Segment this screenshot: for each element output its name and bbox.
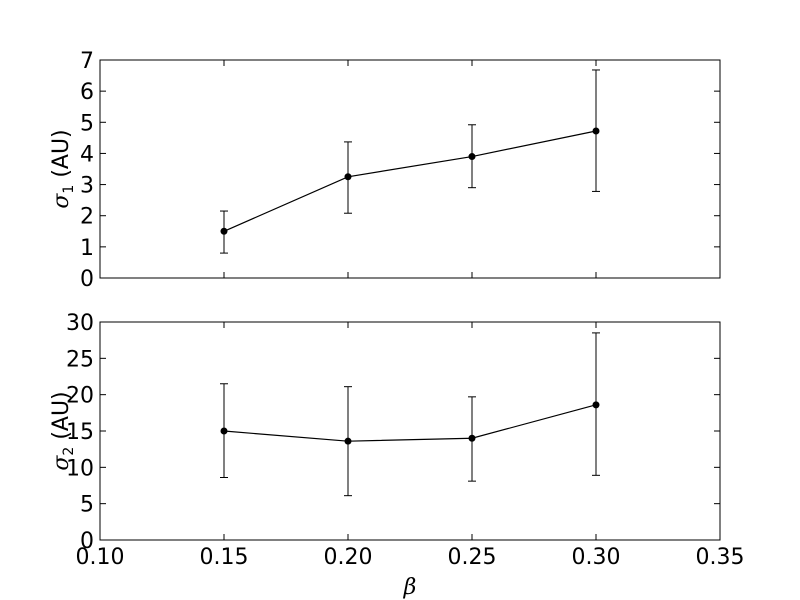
y-tick-label: 7 [80, 49, 94, 74]
y-tick-label: 0 [80, 529, 94, 554]
x-tick-label: 0.10 [76, 545, 125, 570]
y-tick-label: 6 [80, 80, 94, 105]
y-tick-label: 1 [80, 236, 94, 261]
data-point [468, 434, 476, 442]
y-tick-label: 10 [66, 456, 94, 481]
y-tick-label: 0 [80, 267, 94, 292]
series-line [223, 130, 597, 232]
chart-panel-1: 0 1 2 3 4 5 6 7 σ1 (AU) [49, 49, 721, 292]
data-point [592, 127, 600, 135]
x-tick-label: 0.30 [572, 545, 621, 570]
data-point [344, 437, 352, 445]
series-line [223, 404, 597, 442]
data-point [220, 227, 228, 235]
data-point [344, 173, 352, 181]
chart-panel-2: 0.10 0.15 0.20 0.25 0.30 0.35 0 5 10 15 20 25 30 σ2 (… [49, 311, 744, 600]
x-axis-label: β [403, 575, 417, 600]
y-tick-label: 20 [66, 384, 94, 409]
y-tick-label: 5 [80, 493, 94, 518]
data-point [468, 153, 476, 161]
x-tick-label: 0.25 [448, 545, 497, 570]
y-tick-label: 3 [80, 174, 94, 199]
x-tick-label: 0.35 [696, 545, 745, 570]
y-tick-label: 25 [66, 347, 94, 372]
y-tick-label: 2 [80, 205, 94, 230]
y-tick-label: 4 [80, 142, 94, 167]
y-axis-label: σ1 (AU) [49, 129, 77, 208]
y-tick-label: 15 [66, 420, 94, 445]
data-point [220, 427, 228, 435]
x-tick-label: 0.15 [200, 545, 249, 570]
y-axis-label: σ2 (AU) [49, 391, 77, 470]
plot-frame [99, 59, 721, 279]
x-tick-label: 0.20 [324, 545, 373, 570]
y-tick-label: 30 [66, 311, 94, 336]
plot-frame [99, 321, 721, 541]
y-tick-label: 5 [80, 111, 94, 136]
data-point [592, 401, 600, 409]
